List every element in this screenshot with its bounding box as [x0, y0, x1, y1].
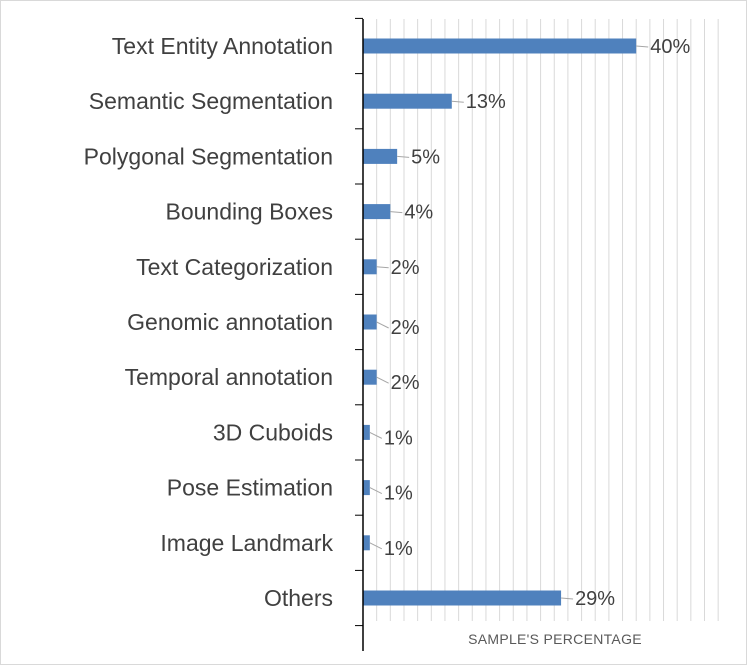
leader-line [636, 45, 649, 48]
category-label: Bounding Boxes [165, 199, 333, 225]
category-label: Semantic Segmentation [89, 88, 333, 114]
data-label: 13% [466, 91, 506, 113]
leader-line [369, 542, 383, 550]
bar [363, 590, 562, 606]
leader-line [376, 321, 389, 329]
bar [363, 480, 370, 496]
data-label: 29% [575, 588, 615, 610]
data-label: 5% [411, 146, 440, 168]
data-label: 40% [650, 36, 690, 58]
category-label: Polygonal Segmentation [84, 143, 333, 169]
leader-line [376, 376, 389, 384]
category-label: Image Landmark [160, 530, 333, 556]
bar [363, 148, 398, 164]
leader-line [390, 211, 403, 214]
data-label: 4% [404, 202, 433, 224]
bar [363, 259, 377, 275]
bar [363, 93, 452, 109]
leader-line [369, 487, 383, 495]
category-label: Text Categorization [136, 254, 333, 280]
category-label: Temporal annotation [125, 364, 333, 390]
category-label: 3D Cuboids [213, 419, 333, 445]
bar [363, 424, 370, 440]
data-label: 1% [384, 427, 413, 449]
bar [363, 369, 377, 385]
leader-line [451, 100, 464, 103]
data-label: 2% [391, 317, 420, 339]
data-label: 2% [391, 257, 420, 279]
bar [363, 314, 377, 330]
category-label: Others [264, 585, 333, 611]
category-label: Genomic annotation [127, 309, 333, 335]
leader-line [369, 431, 383, 439]
labels: Text Entity Annotation 40% Semantic Segmen… [84, 33, 691, 611]
bar [363, 535, 370, 551]
x-axis-title: SAMPLE'S PERCENTAGE [468, 631, 642, 647]
bar [363, 204, 391, 220]
leader-line [561, 597, 574, 600]
leader-line [376, 266, 389, 269]
leader-line [397, 155, 410, 158]
category-label: Pose Estimation [167, 475, 333, 501]
data-label: 2% [391, 372, 420, 394]
bars [363, 38, 637, 606]
gridlines [355, 17, 719, 627]
data-label: 1% [384, 538, 413, 560]
category-label: Text Entity Annotation [112, 33, 333, 59]
data-label: 1% [384, 483, 413, 505]
bar [363, 38, 637, 54]
